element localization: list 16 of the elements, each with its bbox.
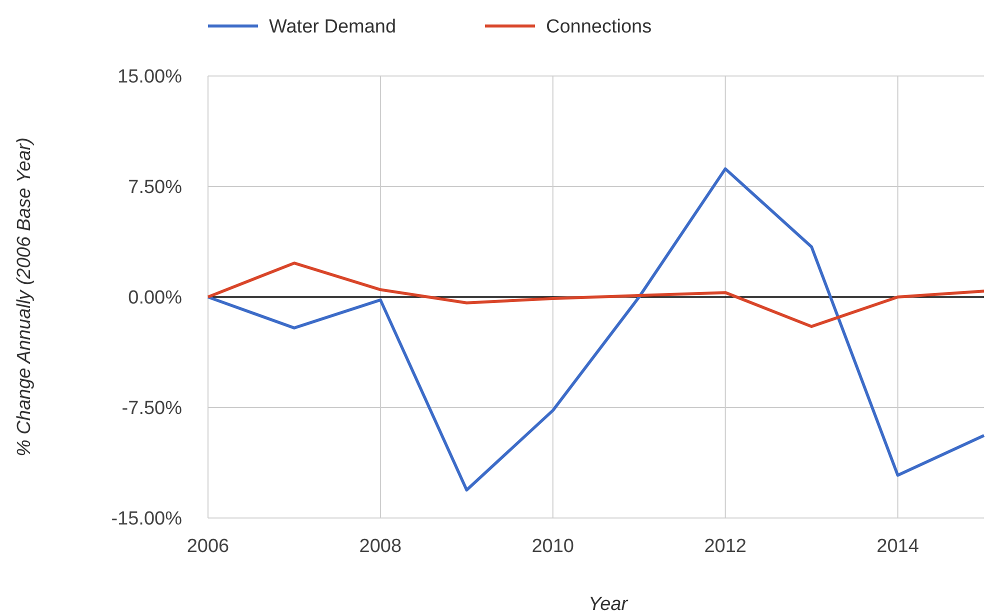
- x-tick-label: 2012: [704, 536, 746, 557]
- y-axis-title: % Change Annually (2006 Base Year): [14, 138, 35, 456]
- line-series: [206, 167, 986, 492]
- y-tick-label: 7.50%: [128, 177, 182, 198]
- y-tick-label: -15.00%: [111, 508, 182, 530]
- y-tick-label: 0.00%: [128, 288, 182, 309]
- x-tick-label: 2010: [532, 536, 574, 557]
- legend-label: Water Demand: [269, 16, 396, 38]
- line-series: [206, 262, 986, 328]
- y-tick-label: -7.50%: [122, 398, 182, 420]
- y-tick-label: 15.00%: [118, 66, 182, 88]
- x-tick-label: 2006: [186, 536, 230, 557]
- x-tick-label: 2014: [876, 536, 920, 557]
- x-tick-label: 2008: [359, 536, 402, 557]
- legend-label: Connections: [546, 16, 652, 38]
- x-axis-title: Year: [588, 594, 628, 614]
